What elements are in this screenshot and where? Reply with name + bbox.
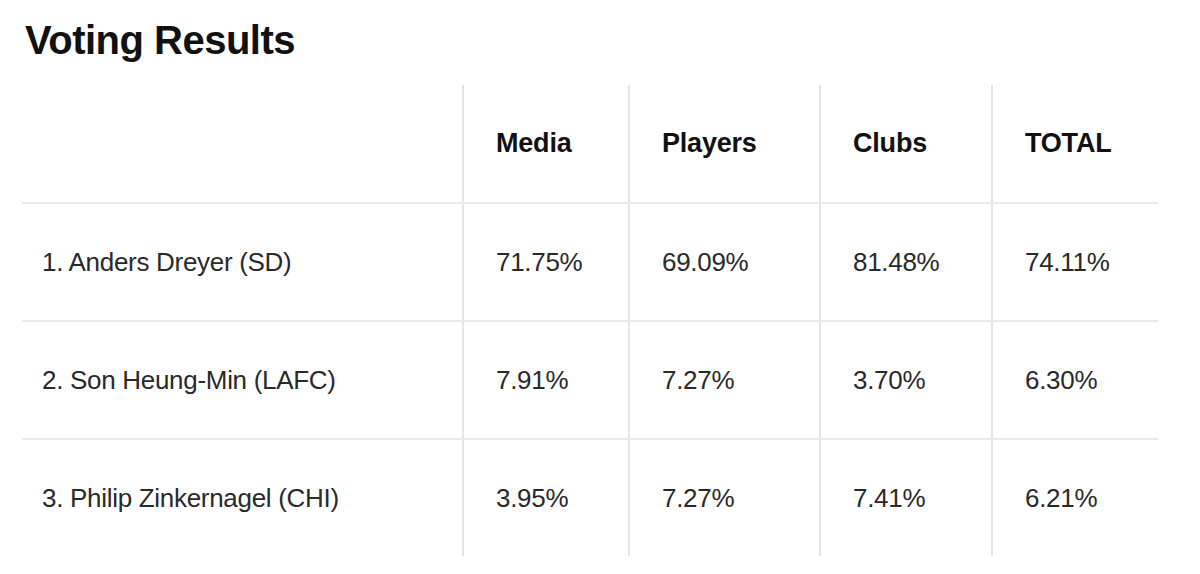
column-header-total: TOTAL [991, 85, 1158, 202]
voting-results-page: Voting Results Media Players Clubs TOTAL… [0, 0, 1200, 574]
cell-media: 71.75% [462, 204, 628, 320]
column-header-players: Players [628, 85, 819, 202]
cell-media: 3.95% [462, 440, 628, 556]
cell-players: 7.27% [628, 322, 819, 438]
cell-clubs: 3.70% [819, 322, 991, 438]
table-row: 1. Anders Dreyer (SD) 71.75% 69.09% 81.4… [22, 204, 1158, 322]
cell-clubs: 81.48% [819, 204, 991, 320]
table-row: 2. Son Heung-Min (LAFC) 7.91% 7.27% 3.70… [22, 322, 1158, 440]
column-header-clubs: Clubs [819, 85, 991, 202]
cell-total: 74.11% [991, 204, 1158, 320]
row-label: 1. Anders Dreyer (SD) [22, 204, 462, 320]
row-label: 2. Son Heung-Min (LAFC) [22, 322, 462, 438]
cell-total: 6.30% [991, 322, 1158, 438]
voting-results-table: Media Players Clubs TOTAL 1. Anders Drey… [22, 85, 1158, 556]
cell-media: 7.91% [462, 322, 628, 438]
table-row: 3. Philip Zinkernagel (CHI) 3.95% 7.27% … [22, 440, 1158, 556]
table-header-row: Media Players Clubs TOTAL [22, 85, 1158, 204]
cell-players: 7.27% [628, 440, 819, 556]
page-title: Voting Results [0, 0, 1200, 63]
column-header-media: Media [462, 85, 628, 202]
row-label: 3. Philip Zinkernagel (CHI) [22, 440, 462, 556]
cell-players: 69.09% [628, 204, 819, 320]
cell-total: 6.21% [991, 440, 1158, 556]
cell-clubs: 7.41% [819, 440, 991, 556]
header-empty-player-column [22, 85, 462, 202]
